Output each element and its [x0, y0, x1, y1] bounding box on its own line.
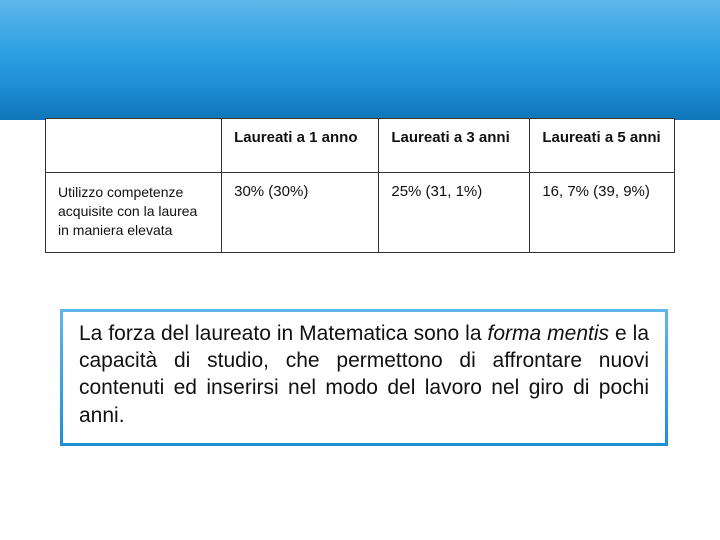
data-table-container: Laureati a 1 anno Laureati a 3 anni Laur…: [45, 118, 675, 253]
table-header-col1: Laureati a 1 anno: [222, 119, 379, 173]
table-cell-1yr: 30% (30%): [222, 173, 379, 253]
table-row: Utilizzo competenze acquisite con la lau…: [46, 173, 675, 253]
paragraph-emphasis: forma mentis: [488, 322, 610, 345]
table-cell-3yr: 25% (31, 1%): [379, 173, 530, 253]
table-header-row: Laureati a 1 anno Laureati a 3 anni Laur…: [46, 119, 675, 173]
summary-paragraph-box: La forza del laureato in Matematica sono…: [60, 309, 668, 446]
competence-table: Laureati a 1 anno Laureati a 3 anni Laur…: [45, 118, 675, 253]
gradient-banner: [0, 0, 720, 120]
table-row-label: Utilizzo competenze acquisite con la lau…: [46, 173, 222, 253]
table-cell-5yr: 16, 7% (39, 9%): [530, 173, 675, 253]
summary-paragraph: La forza del laureato in Matematica sono…: [79, 320, 649, 429]
paragraph-leading: La forza del laureato in Matematica sono…: [79, 322, 488, 345]
table-header-col2: Laureati a 3 anni: [379, 119, 530, 173]
table-header-blank: [46, 119, 222, 173]
table-header-col3: Laureati a 5 anni: [530, 119, 675, 173]
